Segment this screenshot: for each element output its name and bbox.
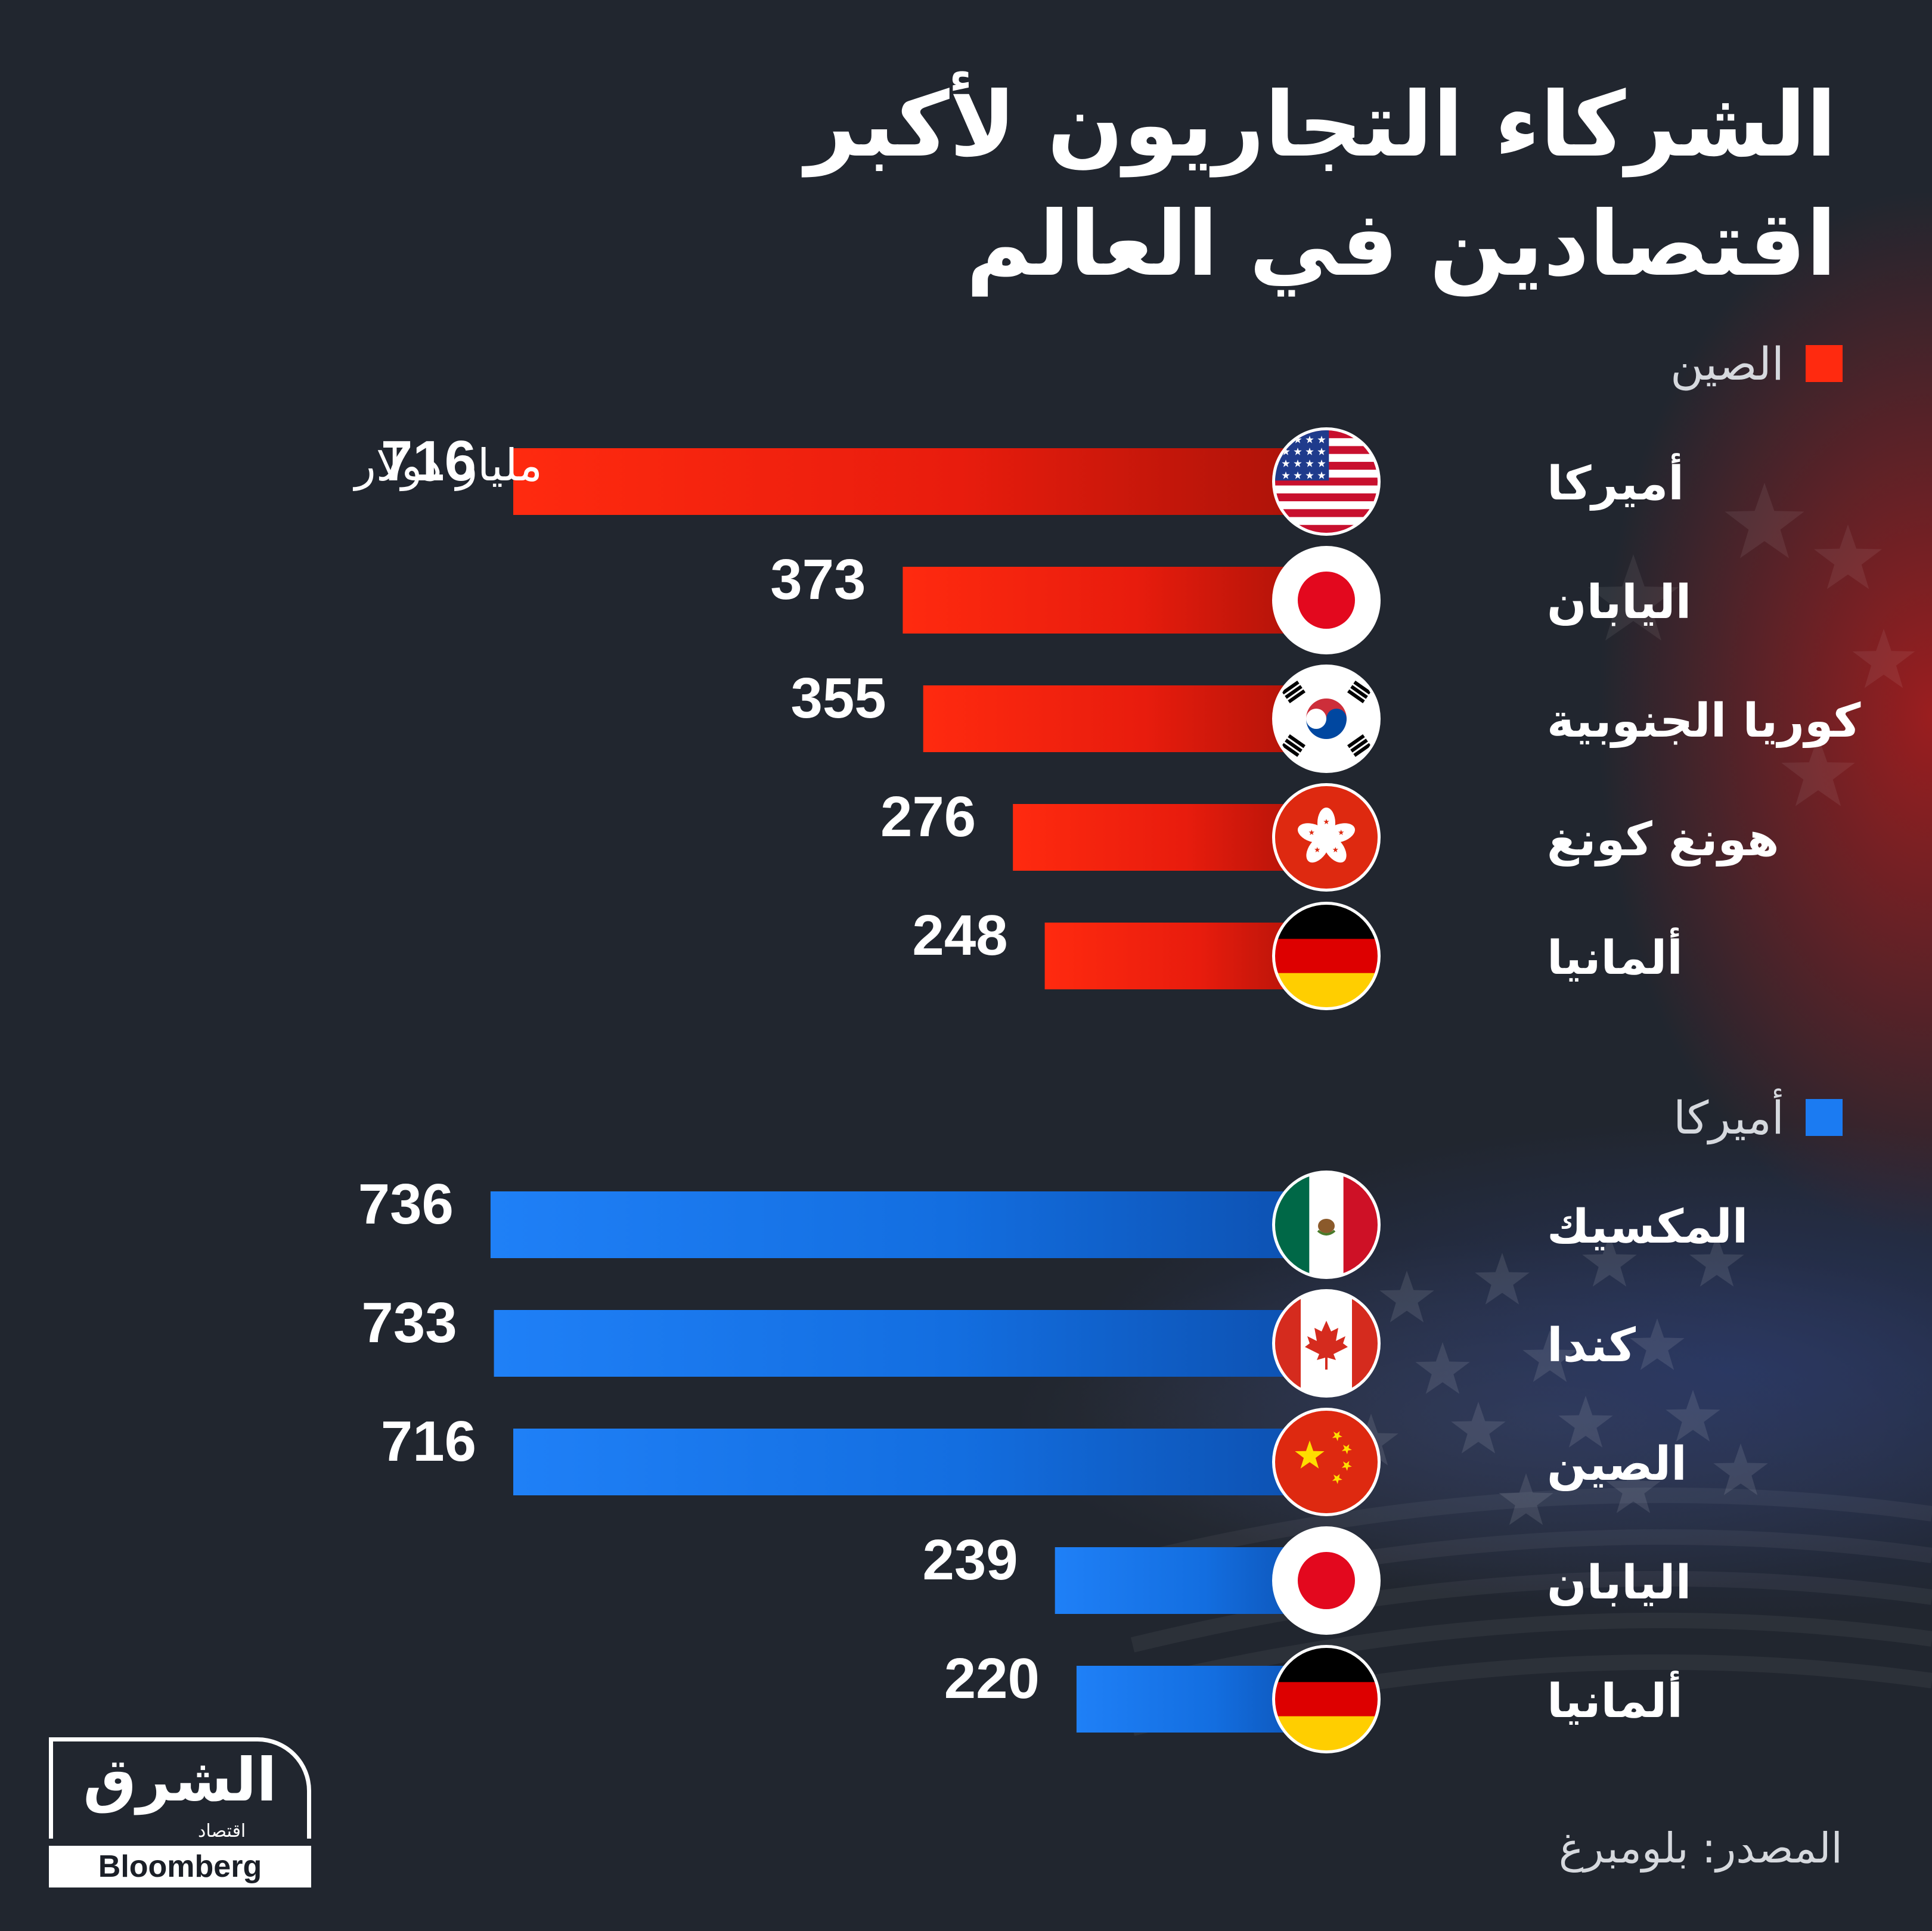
page-title: الشركاء التجاريون لأكبر اقتصادين في العا… — [805, 66, 1837, 304]
category-label: اليابان — [1547, 1556, 1691, 1610]
decor-star — [1522, 1330, 1577, 1382]
bar — [513, 448, 1326, 515]
legend-swatch-china — [1806, 345, 1843, 382]
logo-partner: Bloomberg — [98, 1849, 262, 1884]
title-line-2: اقتصادين في العالم — [966, 193, 1837, 296]
asharq-bloomberg-logo: الشرق اقتصاد Bloomberg — [49, 1737, 311, 1887]
decor-star — [1689, 1235, 1744, 1287]
decor-star — [1666, 1390, 1720, 1442]
decor-star — [1558, 1396, 1613, 1448]
unit-label: مليار دولار — [352, 440, 542, 491]
bar — [903, 567, 1326, 634]
decor-star — [1587, 554, 1679, 641]
logo-frame — [49, 1737, 311, 1839]
value-label: 355 — [791, 666, 886, 730]
decor-star — [1725, 483, 1804, 558]
value-label: 239 — [923, 1528, 1018, 1592]
value-label: 716 — [381, 429, 476, 493]
category-label: كندا — [1547, 1319, 1636, 1373]
logo-subtitle: اقتصاد — [198, 1821, 246, 1842]
decor-stripe — [1130, 1612, 1932, 1694]
category-label: كوريا الجنوبية — [1547, 694, 1861, 748]
hong-kong-flag-icon — [1272, 783, 1381, 892]
legend-label-china: الصين — [1670, 337, 1784, 390]
decor-star — [1852, 629, 1915, 688]
japan-flag-icon — [1272, 1526, 1381, 1635]
decor-star — [1379, 1271, 1434, 1322]
legend-china: الصين — [1670, 337, 1843, 390]
value-label: 736 — [358, 1172, 454, 1236]
germany-flag-icon — [1272, 902, 1381, 1010]
legend-label-us: أميركا — [1673, 1091, 1784, 1144]
category-label: هونغ كونغ — [1547, 813, 1779, 867]
south-korea-flag-icon — [1272, 665, 1381, 773]
value-label: 716 — [381, 1410, 476, 1473]
mexico-flag-icon — [1272, 1171, 1381, 1279]
category-label: أميركا — [1547, 453, 1684, 511]
bar — [513, 1429, 1326, 1495]
legend-us: أميركا — [1673, 1091, 1843, 1144]
decor-star — [1606, 1461, 1661, 1513]
value-label: 733 — [361, 1291, 457, 1355]
value-label: 276 — [880, 785, 976, 849]
bar — [923, 685, 1326, 752]
decor-stripe — [1130, 1487, 1932, 1569]
source-note: المصدر: بلومبرغ — [1558, 1824, 1843, 1873]
value-label: 373 — [770, 548, 866, 611]
logo-wordmark: الشرق — [83, 1745, 277, 1815]
decor-star — [1475, 1253, 1530, 1305]
category-label: ألمانيا — [1547, 1671, 1683, 1728]
china-flag-icon — [1272, 1408, 1381, 1516]
canada-flag-icon — [1272, 1289, 1381, 1398]
title-line-1: الشركاء التجاريون لأكبر — [805, 73, 1837, 177]
decor-star — [1499, 1473, 1553, 1525]
decor-stripe — [1130, 1570, 1932, 1653]
category-label: ألمانيا — [1547, 927, 1683, 985]
decor-star — [1630, 1318, 1685, 1370]
value-label: 220 — [944, 1647, 1040, 1710]
decor-star — [1713, 1443, 1768, 1495]
bar — [490, 1191, 1326, 1258]
decor-star — [1415, 1342, 1470, 1394]
logo-partner-bar — [49, 1846, 311, 1887]
legend-swatch-us — [1806, 1099, 1843, 1136]
decor-star — [1582, 1235, 1637, 1287]
us-flag-icon — [1272, 427, 1381, 536]
decor-star — [1451, 1402, 1506, 1454]
decor-star — [1813, 524, 1883, 589]
japan-flag-icon — [1272, 546, 1381, 654]
category-label: المكسيك — [1547, 1200, 1748, 1254]
decor-star — [1781, 736, 1855, 806]
category-label: اليابان — [1547, 576, 1691, 629]
category-label: الصين — [1547, 1438, 1687, 1491]
value-label: 248 — [912, 904, 1007, 967]
bar — [494, 1310, 1326, 1377]
germany-flag-icon — [1272, 1645, 1381, 1753]
